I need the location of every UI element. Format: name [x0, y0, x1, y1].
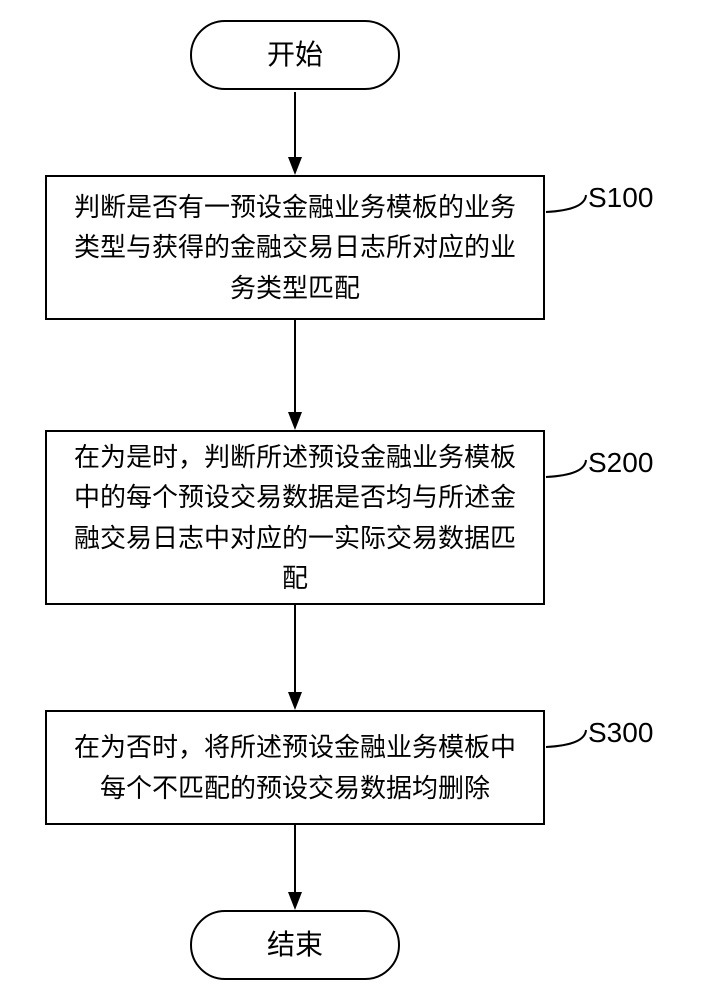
end-node: 结束	[190, 910, 400, 980]
process-s100: 判断是否有一预设金融业务模板的业务类型与获得的金融交易日志所对应的业务类型匹配	[45, 175, 545, 320]
start-node: 开始	[190, 20, 400, 90]
start-label: 开始	[267, 41, 323, 69]
process-s200: 在为是时，判断所述预设金融业务模板中的每个预设交易数据是否均与所述金融交易日志中…	[45, 430, 545, 605]
process-s200-text: 在为是时，判断所述预设金融业务模板中的每个预设交易数据是否均与所述金融交易日志中…	[67, 437, 523, 598]
process-s300-text: 在为否时，将所述预设金融业务模板中每个不匹配的预设交易数据均删除	[67, 727, 523, 808]
step-label-s300: S300	[588, 717, 653, 749]
step-label-s200: S200	[588, 447, 653, 479]
end-label: 结束	[267, 931, 323, 959]
process-s300: 在为否时，将所述预设金融业务模板中每个不匹配的预设交易数据均删除	[45, 710, 545, 825]
flowchart-canvas: 开始 判断是否有一预设金融业务模板的业务类型与获得的金融交易日志所对应的业务类型…	[0, 0, 724, 1000]
step-label-s100: S100	[588, 182, 653, 214]
process-s100-text: 判断是否有一预设金融业务模板的业务类型与获得的金融交易日志所对应的业务类型匹配	[67, 187, 523, 308]
